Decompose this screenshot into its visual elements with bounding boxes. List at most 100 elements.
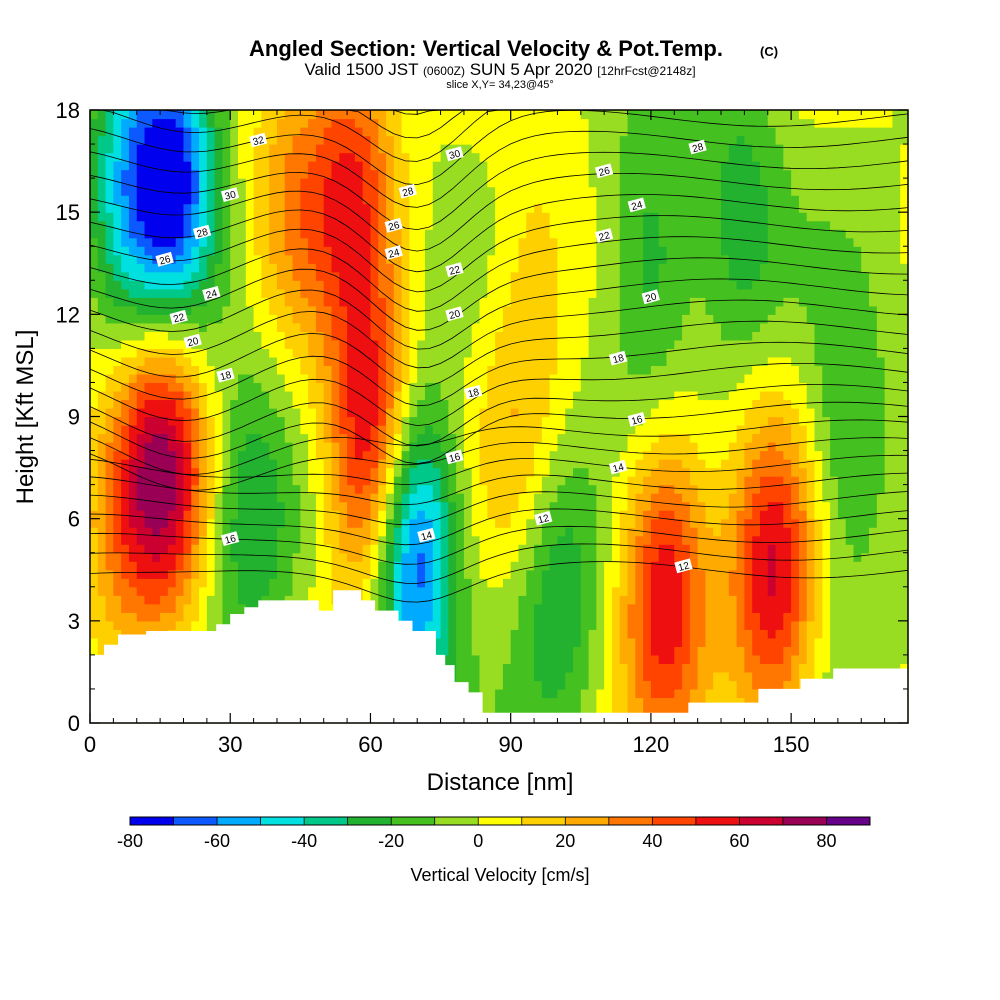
velocity-cell [339,450,348,460]
velocity-cell [354,339,364,349]
velocity-cell [222,476,231,486]
velocity-cell [456,373,465,384]
velocity-cell [604,569,613,579]
velocity-cell [502,390,512,401]
velocity-cell [549,518,559,528]
velocity-cell [167,595,177,605]
velocity-cell [401,578,411,588]
velocity-cell [136,467,146,477]
velocity-cell [471,671,481,682]
velocity-cell [448,135,457,145]
velocity-cell [183,305,192,315]
velocity-cell [136,561,146,571]
velocity-cell [347,237,356,247]
velocity-cell [518,280,527,290]
velocity-cell [300,127,309,137]
velocity-cell [378,569,387,579]
velocity-cell [300,493,309,503]
velocity-cell [611,118,621,128]
velocity-cell [370,135,379,145]
velocity-cell [526,620,535,630]
velocity-cell [199,603,208,613]
velocity-cell [90,416,99,426]
velocity-cell [456,518,465,528]
velocity-cell [105,118,114,128]
velocity-cell [611,178,621,188]
velocity-cell [526,663,535,673]
velocity-cell [456,186,465,196]
velocity-cell [354,544,364,554]
velocity-cell [417,178,426,188]
velocity-cell [596,705,605,716]
velocity-cell [347,442,356,452]
velocity-cell [206,510,216,520]
velocity-cell [588,305,597,315]
velocity-cell [549,348,559,358]
velocity-cell [206,578,216,588]
velocity-cell [393,603,403,613]
velocity-cell [471,450,481,460]
velocity-cell [440,314,449,324]
velocity-cell [463,620,473,630]
velocity-cell [121,484,130,494]
velocity-cell [175,603,185,613]
velocity-cell [463,442,473,452]
velocity-cell [284,127,294,137]
velocity-cell [238,229,247,239]
velocity-cell [393,271,403,281]
velocity-cell [627,612,636,622]
velocity-cell [456,314,465,324]
velocity-cell [573,646,582,656]
velocity-cell [90,365,99,375]
velocity-cell [308,595,317,605]
velocity-cell [573,246,582,256]
velocity-cell [300,212,309,222]
velocity-cell [284,433,294,443]
velocity-cell [557,680,566,690]
velocity-cell [611,399,621,409]
velocity-cell [510,271,520,281]
velocity-cell [409,212,418,222]
velocity-cell [269,518,278,528]
velocity-cell [401,484,411,494]
velocity-cell [175,271,185,281]
velocity-cell [386,433,395,443]
velocity-cell [518,237,527,247]
velocity-cell [534,527,543,537]
velocity-cell [191,314,200,324]
velocity-cell [292,331,301,341]
velocity-cell [386,382,395,392]
velocity-cell [401,527,411,537]
velocity-cell [160,356,169,367]
velocity-cell [370,314,379,324]
velocity-cell [144,382,153,392]
velocity-cell [565,416,574,426]
velocity-cell [386,373,395,384]
velocity-cell [393,569,403,579]
velocity-cell [417,339,426,349]
velocity-cell [401,271,411,281]
velocity-cell [487,459,496,469]
velocity-cell [432,348,442,358]
velocity-cell [261,195,270,205]
velocity-cell [152,390,161,401]
velocity-cell [90,501,99,511]
velocity-cell [230,595,239,605]
velocity-cell [440,263,449,273]
velocity-cell [105,612,114,622]
velocity-cell [261,271,270,281]
velocity-cell [144,595,153,605]
velocity-cell [534,586,543,596]
velocity-cell [269,288,278,298]
velocity-cell [611,416,621,426]
velocity-cell [362,407,372,418]
velocity-cell [222,425,231,435]
velocity-cell [541,280,551,290]
velocity-cell [113,527,122,537]
velocity-cell [362,493,372,503]
velocity-cell [308,186,317,196]
velocity-cell [105,382,114,392]
velocity-cell [136,535,146,545]
velocity-cell [97,569,107,579]
velocity-cell [619,586,629,596]
